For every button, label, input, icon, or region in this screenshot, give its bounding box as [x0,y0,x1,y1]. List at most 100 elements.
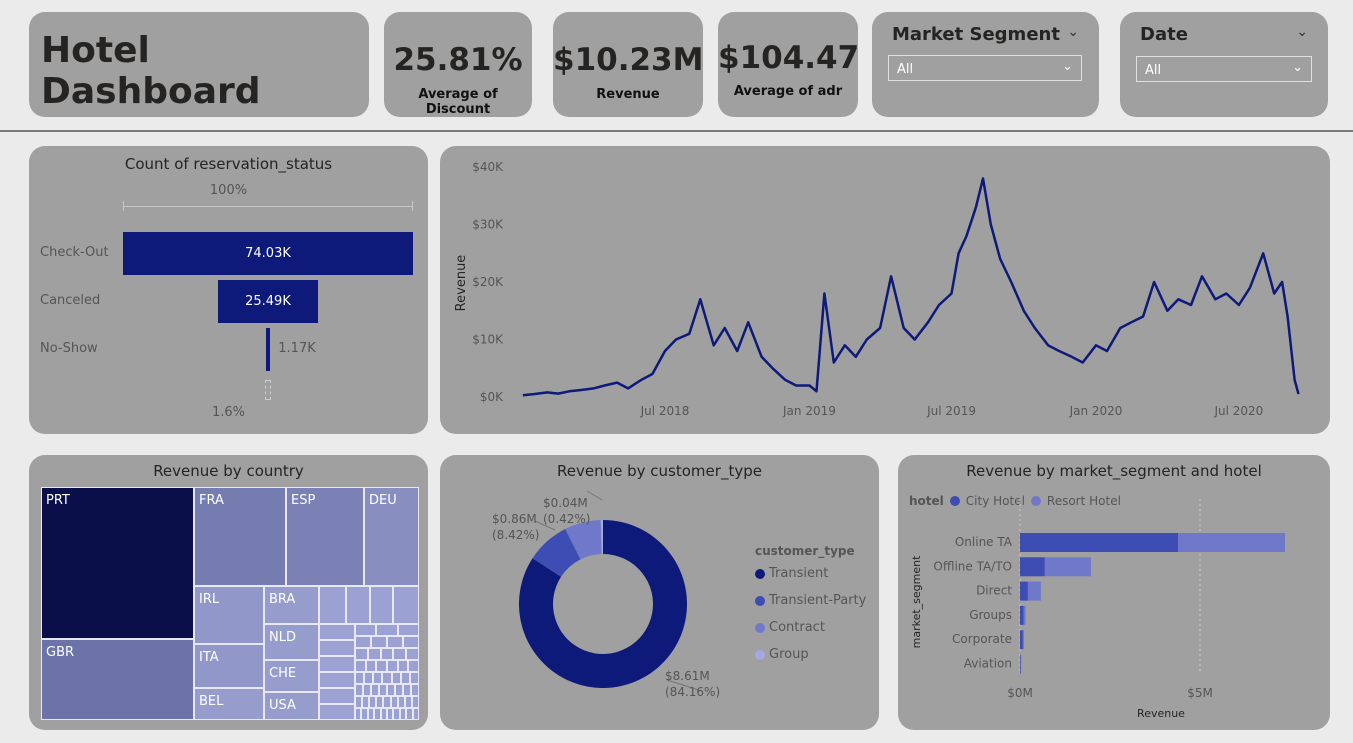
bar-title: Revenue by market_segment and hotel [966,462,1262,480]
treemap-cell-gbr[interactable]: GBR [41,639,194,720]
treemap-cell-small[interactable] [408,660,419,672]
treemap-cell-small[interactable] [371,636,387,648]
treemap-cell-small[interactable] [387,636,403,648]
treemap-cell-small[interactable] [390,696,398,708]
treemap-cell-small[interactable] [369,696,377,708]
treemap-cell-bra[interactable]: BRA [264,586,319,624]
data-label-value: $8.61M [665,669,710,683]
treemap-cell-small[interactable] [355,636,371,648]
treemap-cell-small[interactable] [355,672,365,684]
chevron-down-icon[interactable]: ⌄ [1296,24,1308,40]
treemap-cell-prt[interactable]: PRT [41,487,194,639]
funnel-bar[interactable]: 25.49K [218,280,318,323]
x-tick-label: Jul 2020 [1213,404,1263,418]
treemap-cell-small[interactable] [319,672,355,688]
bar-resort-hotel [1178,533,1285,552]
treemap-cell-che[interactable]: CHE [264,660,319,692]
treemap-cell-small[interactable] [370,586,393,624]
treemap-cell-small[interactable] [346,586,370,624]
treemap-cell-ita[interactable]: ITA [194,644,264,688]
treemap-cell-small[interactable] [355,648,368,660]
treemap-cell-small[interactable] [411,696,419,708]
funnel-bar[interactable] [265,328,271,371]
treemap-cell-small[interactable] [319,656,355,672]
treemap-cell-small[interactable] [376,660,387,672]
treemap-cell-small[interactable] [383,696,391,708]
legend-resort-hotel[interactable]: Resort Hotel [1046,494,1121,508]
treemap-cell-small[interactable] [391,672,401,684]
treemap-cell-small[interactable] [403,636,419,648]
legend-item-contract[interactable]: Contract [755,620,825,635]
treemap-cell-bel[interactable]: BEL [194,688,264,720]
treemap-cell-small[interactable] [406,648,419,660]
treemap-cell-small[interactable] [399,708,407,720]
treemap-cell-small[interactable] [397,624,419,636]
treemap-cell-small[interactable] [395,684,403,696]
treemap-cell-small[interactable] [364,672,374,684]
treemap-cell-small[interactable] [365,660,377,672]
treemap-cell-small[interactable] [374,708,381,720]
treemap-cell-small[interactable] [393,586,419,624]
treemap-cell-small[interactable] [411,684,419,696]
treemap-cell-small[interactable] [376,696,384,708]
treemap-cell-small[interactable] [379,684,387,696]
treemap-cell-small[interactable] [404,696,412,708]
legend-item-transient[interactable]: Transient [755,566,828,581]
treemap-cell-small[interactable] [380,648,394,660]
date-dropdown[interactable]: All ⌄ [1136,56,1312,82]
legend-dot [1030,496,1041,506]
treemap-cell-small[interactable] [355,696,363,708]
funnel-label: Canceled [40,293,101,308]
treemap-cell-small[interactable] [387,708,394,720]
treemap-cell-deu[interactable]: DEU [364,487,419,586]
treemap-cell-esp[interactable]: ESP [286,487,364,586]
treemap-cell-small[interactable] [376,624,398,636]
treemap-cell-small[interactable] [355,624,377,636]
data-label-percent: (0.42%) [543,512,590,526]
bar-city-hotel [1020,581,1028,601]
donut-slice-transient-party [532,528,581,577]
treemap-cell-small[interactable] [363,684,371,696]
treemap-cell-small[interactable] [319,586,346,624]
funnel-bar[interactable]: 74.03K [123,232,413,275]
treemap-cell-small[interactable] [412,708,419,720]
treemap-cell-small[interactable] [319,688,355,704]
treemap-cell-small[interactable] [319,624,355,640]
chevron-down-icon[interactable]: ⌄ [1067,24,1079,40]
treemap-cell-small[interactable] [371,684,379,696]
treemap-cell-small[interactable] [373,672,383,684]
treemap-cell-small[interactable] [319,704,355,720]
treemap-cell-small[interactable] [319,640,355,656]
treemap-cell-small[interactable] [355,708,362,720]
treemap-cell-small[interactable] [362,696,370,708]
treemap-cell-fra[interactable]: FRA [194,487,286,586]
treemap-cell-small[interactable] [387,660,398,672]
funnel-bracket [123,201,413,211]
funnel-conversion-marker [265,380,271,400]
treemap-cell-small[interactable] [355,684,363,696]
treemap-cell-usa[interactable]: USA [264,692,319,720]
y-tick-label: $30K [472,218,504,232]
legend-item-group[interactable]: Group [755,647,809,662]
treemap-cell-nld[interactable]: NLD [264,624,319,660]
treemap-cell-small[interactable] [367,708,375,720]
treemap-cell-small[interactable] [393,708,400,720]
treemap-cell-small[interactable] [361,708,368,720]
treemap-cell-small[interactable] [397,696,405,708]
legend-item-transient-party[interactable]: Transient-Party [755,593,866,608]
treemap-cell-small[interactable] [380,708,387,720]
treemap-cell-small[interactable] [397,660,409,672]
treemap-cell-irl[interactable]: IRL [194,586,264,644]
treemap-cell-small[interactable] [406,708,413,720]
treemap-cell-small[interactable] [367,648,381,660]
treemap-cell-small[interactable] [355,660,366,672]
treemap-cell-small[interactable] [382,672,392,684]
treemap-cell-small[interactable] [400,672,410,684]
legend-city-hotel[interactable]: City Hotel [965,494,1025,508]
market-segment-dropdown[interactable]: All ⌄ [888,55,1082,81]
treemap-cell-small[interactable] [393,648,407,660]
treemap-cell-small[interactable] [409,672,419,684]
treemap-cell-small[interactable] [387,684,395,696]
y-axis-title: Revenue [454,255,469,312]
treemap-cell-small[interactable] [403,684,411,696]
